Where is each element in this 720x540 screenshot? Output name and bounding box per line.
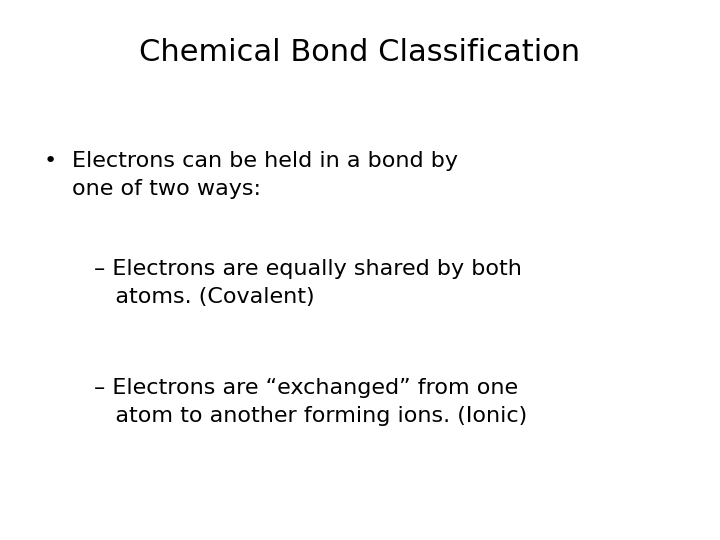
Text: Chemical Bond Classification: Chemical Bond Classification bbox=[140, 38, 580, 67]
Text: – Electrons are “exchanged” from one
   atom to another forming ions. (Ionic): – Electrons are “exchanged” from one ato… bbox=[94, 378, 527, 426]
Text: •: • bbox=[44, 151, 57, 171]
Text: Electrons can be held in a bond by
one of two ways:: Electrons can be held in a bond by one o… bbox=[72, 151, 458, 199]
Text: – Electrons are equally shared by both
   atoms. (Covalent): – Electrons are equally shared by both a… bbox=[94, 259, 521, 307]
